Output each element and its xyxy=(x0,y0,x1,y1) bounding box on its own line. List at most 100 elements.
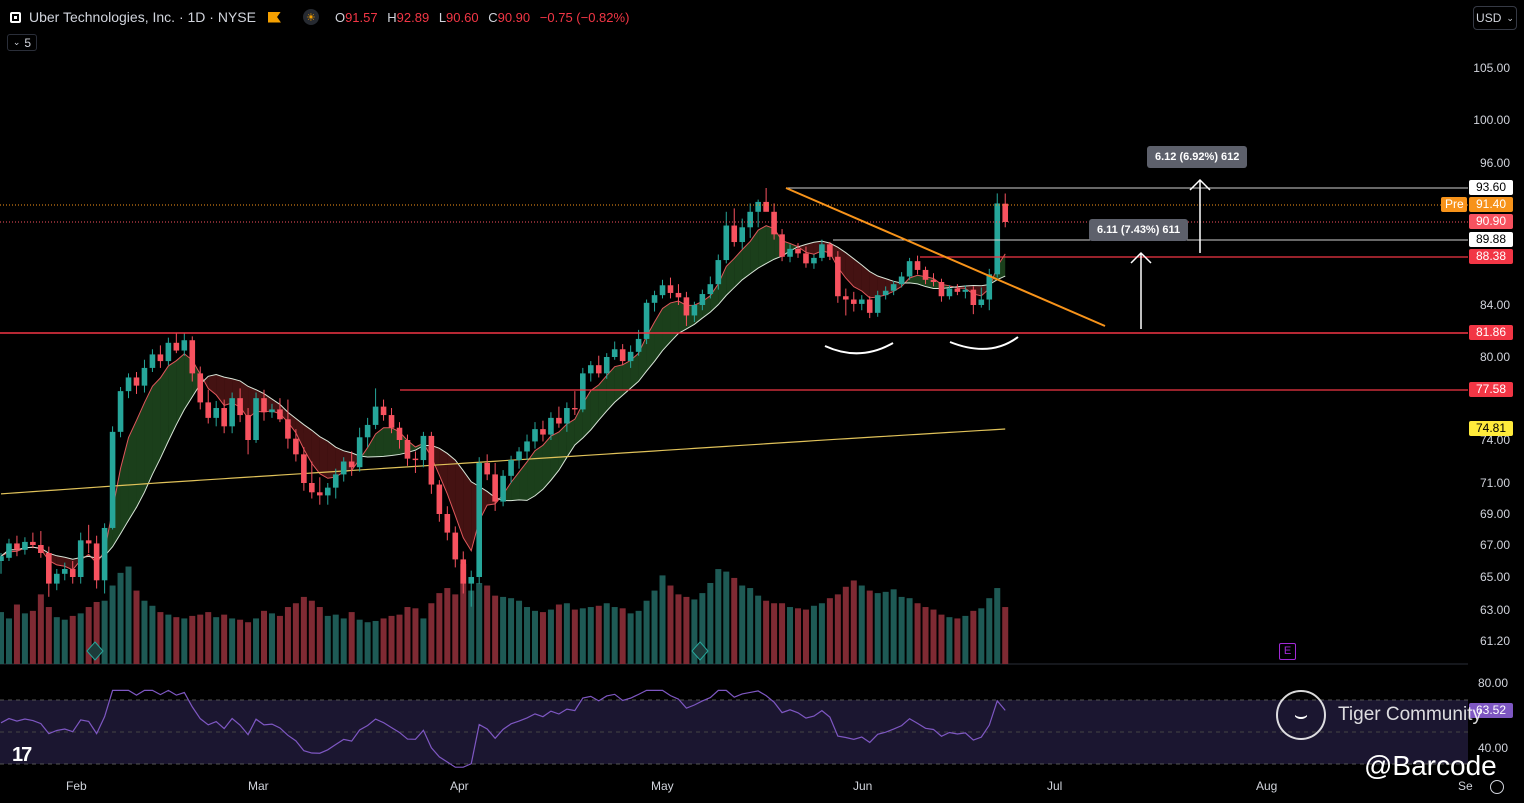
candle-body xyxy=(930,279,937,282)
candle-body xyxy=(444,514,451,533)
volume-bar xyxy=(149,605,156,664)
time-axis-label: May xyxy=(651,779,674,793)
volume-bar xyxy=(643,600,650,664)
ma-ribbon-segment xyxy=(614,364,623,403)
candle-body xyxy=(277,409,283,420)
settings-icon[interactable] xyxy=(1490,780,1504,794)
time-axis-label: Apr xyxy=(450,779,469,793)
volume-bar xyxy=(619,608,626,664)
ma-ribbon-segment xyxy=(574,403,583,445)
candle-body xyxy=(874,295,881,313)
candle-body xyxy=(348,461,355,468)
volume-bar xyxy=(611,607,618,664)
price-axis-label: 67.00 xyxy=(1479,538,1510,552)
candle-body xyxy=(500,475,506,502)
volume-bar xyxy=(284,607,291,664)
volume-bar xyxy=(683,596,690,664)
volume-bar xyxy=(444,588,451,664)
candle-body xyxy=(978,299,985,305)
candle-body xyxy=(572,408,578,410)
volume-bar xyxy=(117,572,124,664)
ma-ribbon-segment xyxy=(519,461,528,501)
indicators-toggle-button[interactable]: ⌄ 5 xyxy=(7,34,37,51)
candle-body xyxy=(898,276,905,285)
close-value: 90.90 xyxy=(497,9,531,25)
candle-body xyxy=(843,296,849,300)
candle-body xyxy=(269,409,275,413)
volume-bar xyxy=(707,582,714,664)
ma-ribbon-segment xyxy=(319,436,328,479)
candle-body xyxy=(524,441,530,452)
right-shoulder-arc xyxy=(949,336,1019,350)
measure-label-upper: 6.12 (6.92%) 612 xyxy=(1147,146,1248,168)
ma-ribbon-segment xyxy=(853,258,862,291)
candle-body xyxy=(14,543,20,550)
rsi-axis-bottom: 40.00 xyxy=(1477,741,1508,755)
volume-bar xyxy=(890,589,897,664)
volume-bar xyxy=(165,614,172,664)
volume-bar xyxy=(914,603,921,664)
currency-select[interactable]: USD ⌄ xyxy=(1473,6,1517,30)
candle-body xyxy=(787,248,793,257)
candle-body xyxy=(627,351,634,362)
candle-body xyxy=(811,257,817,264)
ma-ribbon-segment xyxy=(447,453,456,516)
volume-bar xyxy=(699,593,706,664)
volume-bar xyxy=(380,618,387,664)
flag-icon[interactable] xyxy=(267,11,281,23)
volume-bar xyxy=(29,610,36,664)
candle-body xyxy=(970,289,977,305)
ma-ribbon-segment xyxy=(598,375,607,421)
price-tag: 74.81 xyxy=(1469,421,1513,436)
candle-body xyxy=(293,438,299,455)
ma-ribbon-segment xyxy=(670,301,679,342)
candle-body xyxy=(564,408,570,424)
volume-bar xyxy=(356,619,363,664)
volume-bar xyxy=(579,608,586,664)
tiger-community-watermark: ⌣ Tiger Community xyxy=(1276,690,1482,740)
volume-bar xyxy=(986,598,993,664)
volume-bar xyxy=(316,607,323,664)
candle-body xyxy=(356,437,363,468)
rsi-axis-top: 80.00 xyxy=(1477,676,1508,690)
volume-bar xyxy=(364,622,371,664)
volume-bar xyxy=(500,596,507,664)
ma-ribbon-segment xyxy=(837,247,846,279)
volume-bar xyxy=(651,590,658,664)
earnings-icon[interactable]: E xyxy=(1279,643,1296,660)
candle-body xyxy=(540,429,546,435)
candle-body xyxy=(882,290,889,296)
candle-body xyxy=(731,225,738,243)
price-axis-label: 61.20 xyxy=(1479,634,1510,648)
ma-ribbon-layer xyxy=(0,225,1006,571)
candle-body xyxy=(715,260,722,285)
volume-bar xyxy=(37,594,44,664)
volume-bar xyxy=(667,585,674,664)
candle-body xyxy=(747,211,753,228)
time-axis-label: Jul xyxy=(1047,779,1063,793)
price-axis-label: 69.00 xyxy=(1479,507,1510,521)
ma-ribbon-segment xyxy=(168,360,177,442)
ma-ribbon-segment xyxy=(750,230,759,274)
volume-bar xyxy=(276,615,283,664)
ma-ribbon-segment xyxy=(766,225,775,264)
ma-ribbon-segment xyxy=(742,241,751,280)
ma-ribbon-segment xyxy=(279,404,288,423)
volume-bar xyxy=(715,569,722,664)
tradingview-logo[interactable]: 17 xyxy=(12,744,32,766)
candle-body xyxy=(739,227,746,243)
symbol-info[interactable]: Uber Technologies, Inc. · 1D · NYSE ☀ xyxy=(10,9,327,25)
candle-body xyxy=(556,417,562,424)
market-session-icon[interactable]: ☀ xyxy=(302,9,319,25)
volume-bar xyxy=(340,618,347,664)
volume-bar xyxy=(771,603,778,664)
candle-body xyxy=(516,451,522,461)
price-tag: 90.90 xyxy=(1469,214,1513,229)
candle-body xyxy=(380,406,387,416)
candle-body xyxy=(229,398,235,427)
candle-body xyxy=(324,487,331,496)
candle-body xyxy=(61,569,68,574)
volume-bar xyxy=(348,612,355,664)
candle-body xyxy=(914,261,921,270)
